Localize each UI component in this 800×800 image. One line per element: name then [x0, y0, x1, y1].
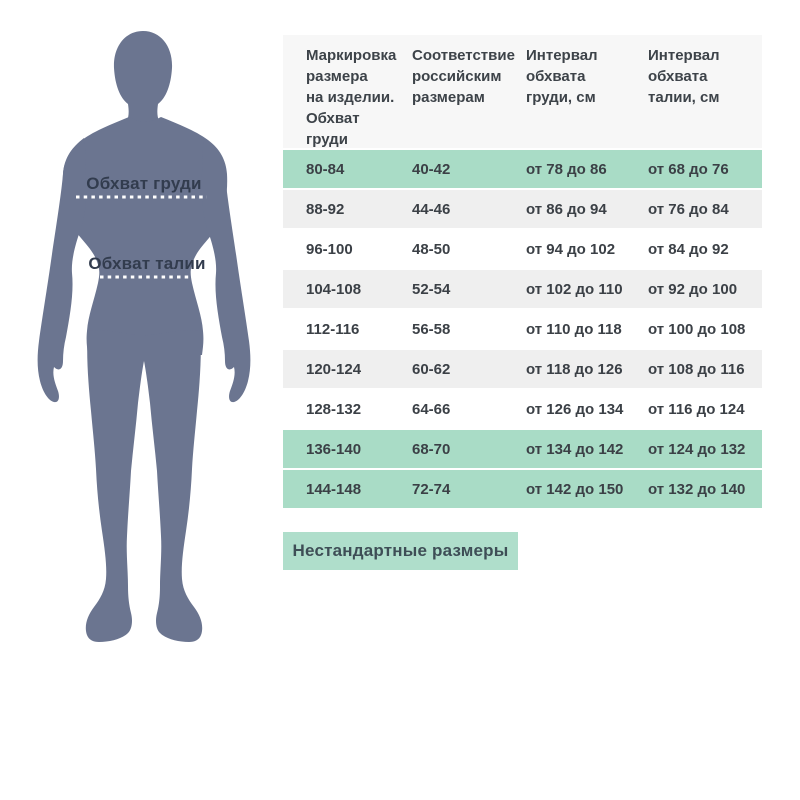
- table-row: 120-124 60-62 от 118 до 126 от 108 до 11…: [283, 350, 762, 388]
- chest-interval-cell: от 86 до 94: [526, 200, 607, 218]
- chest-interval-cell: от 142 до 150: [526, 480, 624, 498]
- table-row: 128-132 64-66 от 126 до 134 от 116 до 12…: [283, 390, 762, 428]
- size-marking-cell: 136-140: [306, 440, 362, 458]
- nonstandard-sizes-button[interactable]: Нестандартные размеры: [283, 532, 518, 570]
- size-table: Маркировка размера на изделии. Обхват гр…: [283, 35, 762, 508]
- header-cell-chest-interval: Интервал обхвата груди, см: [526, 47, 598, 106]
- size-marking-cell: 80-84: [306, 160, 345, 178]
- chest-interval-cell: от 110 до 118: [526, 320, 622, 338]
- chest-interval-cell: от 78 до 86: [526, 160, 607, 178]
- table-row: 112-116 56-58 от 110 до 118 от 100 до 10…: [283, 310, 762, 348]
- russian-size-cell: 40-42: [412, 160, 451, 178]
- size-marking-cell: 120-124: [306, 360, 362, 378]
- size-table-rows: 80-84 40-42 от 78 до 86 от 68 до 76 88-9…: [283, 150, 762, 508]
- chest-interval-cell: от 134 до 142: [526, 440, 624, 458]
- chest-interval-cell: от 118 до 126: [526, 360, 623, 378]
- header-cell-russian-size: Соответствие российским размерам: [412, 47, 515, 106]
- russian-size-cell: 68-70: [412, 440, 451, 458]
- waist-label: Обхват талии: [88, 254, 206, 273]
- waist-interval-cell: от 124 до 132: [648, 440, 746, 458]
- waist-interval-cell: от 116 до 124: [648, 400, 745, 418]
- russian-size-cell: 72-74: [412, 480, 451, 498]
- table-row: 104-108 52-54 от 102 до 110 от 92 до 100: [283, 270, 762, 308]
- header-cell-marking: Маркировка размера на изделии. Обхват гр…: [306, 47, 397, 148]
- waist-interval-cell: от 132 до 140: [648, 480, 746, 498]
- chest-interval-cell: от 102 до 110: [526, 280, 623, 298]
- waist-interval-cell: от 108 до 116: [648, 360, 745, 378]
- right-leg-shape: [144, 330, 203, 642]
- left-leg-shape: [85, 330, 144, 642]
- table-row: 136-140 68-70 от 134 до 142 от 124 до 13…: [283, 430, 762, 468]
- russian-size-cell: 48-50: [412, 240, 451, 258]
- chest-label: Обхват груди: [86, 174, 202, 193]
- russian-size-cell: 44-46: [412, 200, 451, 218]
- waist-interval-cell: от 76 до 84: [648, 200, 729, 218]
- left-arm-shape: [37, 138, 87, 403]
- head-shape: [113, 31, 173, 126]
- size-marking-cell: 88-92: [306, 200, 345, 218]
- chest-interval-cell: от 94 до 102: [526, 240, 616, 258]
- size-marking-cell: 96-100: [306, 240, 353, 258]
- russian-size-cell: 60-62: [412, 360, 451, 378]
- russian-size-cell: 64-66: [412, 400, 451, 418]
- russian-size-cell: 52-54: [412, 280, 451, 298]
- right-arm-shape: [201, 138, 251, 403]
- table-row: 88-92 44-46 от 86 до 94 от 76 до 84: [283, 190, 762, 228]
- waist-interval-cell: от 68 до 76: [648, 160, 729, 178]
- torso-shape: [62, 117, 228, 355]
- waist-interval-cell: от 92 до 100: [648, 280, 738, 298]
- table-row: 80-84 40-42 от 78 до 86 от 68 до 76: [283, 150, 762, 188]
- header-cell-waist-interval: Интервал обхвата талии, см: [648, 47, 720, 106]
- size-marking-cell: 144-148: [306, 480, 362, 498]
- table-row: 96-100 48-50 от 94 до 102 от 84 до 92: [283, 230, 762, 268]
- russian-size-cell: 56-58: [412, 320, 451, 338]
- size-marking-cell: 104-108: [306, 280, 362, 298]
- waist-interval-cell: от 84 до 92: [648, 240, 729, 258]
- size-marking-cell: 128-132: [306, 400, 362, 418]
- table-row: 144-148 72-74 от 142 до 150 от 132 до 14…: [283, 470, 762, 508]
- waist-interval-cell: от 100 до 108: [648, 320, 746, 338]
- size-marking-cell: 112-116: [306, 320, 360, 338]
- size-table-header: Маркировка размера на изделии. Обхват гр…: [283, 35, 762, 148]
- chest-interval-cell: от 126 до 134: [526, 400, 624, 418]
